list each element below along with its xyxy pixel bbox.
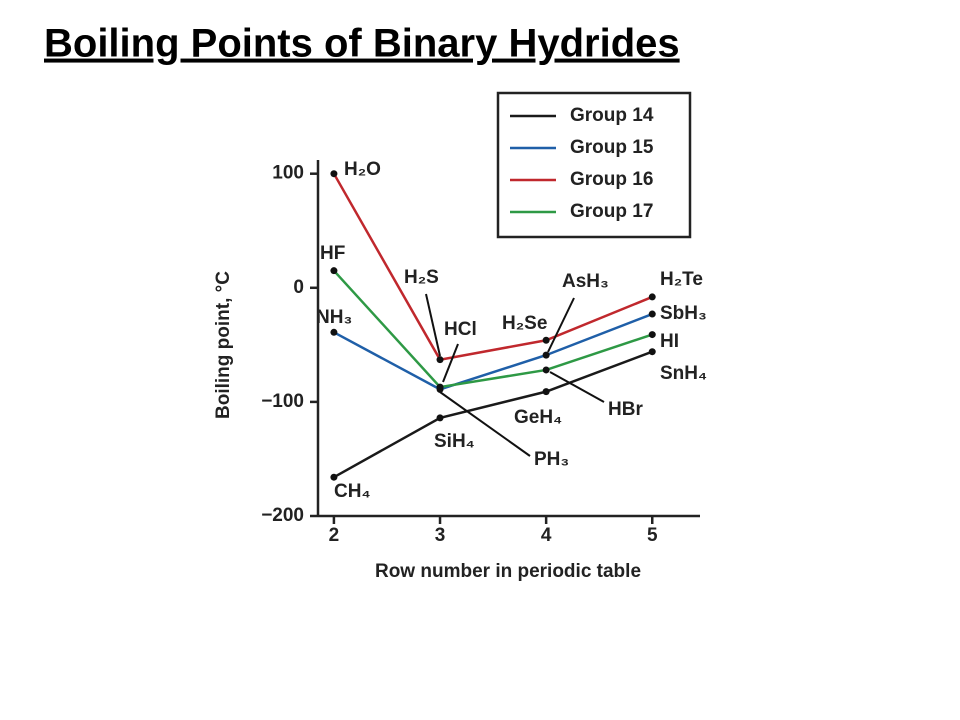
y-tick-label: 0 bbox=[293, 277, 304, 298]
data-point bbox=[648, 310, 656, 318]
series-line bbox=[332, 173, 653, 362]
data-point bbox=[436, 383, 444, 391]
x-tick-label: 2 bbox=[329, 525, 340, 546]
data-point bbox=[330, 328, 338, 336]
data-point bbox=[648, 293, 656, 301]
x-tick-label: 5 bbox=[647, 525, 658, 546]
point-label: HI bbox=[660, 331, 679, 352]
data-point bbox=[330, 473, 338, 481]
point-label: HF bbox=[320, 243, 345, 264]
y-axis-label: Boiling point, °C bbox=[213, 271, 234, 419]
point-label: NH₃ bbox=[316, 307, 352, 328]
point-label: H₂Se bbox=[502, 313, 547, 334]
series-line bbox=[332, 269, 653, 389]
point-label: SbH₃ bbox=[660, 303, 707, 324]
series-line bbox=[333, 350, 653, 479]
data-point bbox=[542, 366, 550, 374]
point-label: HCl bbox=[444, 319, 477, 340]
point-label: SiH₄ bbox=[434, 431, 475, 452]
point-label: H₂Te bbox=[660, 269, 703, 290]
point-label: CH₄ bbox=[334, 481, 371, 502]
data-point bbox=[330, 170, 338, 178]
point-label: H₂O bbox=[344, 159, 381, 180]
chart-title: Boiling Points of Binary Hydrides bbox=[44, 22, 680, 66]
leader-line bbox=[547, 297, 575, 353]
data-point bbox=[436, 356, 444, 364]
y-tick-label: −200 bbox=[261, 505, 304, 526]
legend-label: Group 17 bbox=[570, 201, 653, 222]
point-label: HBr bbox=[608, 399, 643, 420]
y-tick-label: −100 bbox=[261, 391, 304, 412]
data-point bbox=[542, 351, 550, 359]
x-tick-label: 4 bbox=[541, 525, 552, 546]
point-label: SnH₄ bbox=[660, 363, 707, 384]
x-axis-label: Row number in periodic table bbox=[375, 561, 641, 582]
data-point bbox=[542, 336, 550, 344]
point-label: PH₃ bbox=[534, 449, 569, 470]
x-tick-label: 3 bbox=[435, 525, 446, 546]
y-tick-label: 100 bbox=[272, 163, 304, 184]
point-label: H₂S bbox=[404, 267, 439, 288]
leader-line bbox=[425, 293, 441, 357]
series-line bbox=[333, 312, 653, 391]
point-label: GeH₄ bbox=[514, 407, 562, 428]
data-point bbox=[542, 388, 550, 396]
leader-line bbox=[442, 343, 459, 383]
data-point bbox=[648, 348, 656, 356]
data-point bbox=[648, 331, 656, 339]
leader-line bbox=[549, 371, 605, 403]
point-label: AsH₃ bbox=[562, 271, 609, 292]
legend-label: Group 14 bbox=[570, 105, 654, 126]
legend-label: Group 16 bbox=[570, 169, 653, 190]
data-point bbox=[330, 267, 338, 275]
data-point bbox=[436, 414, 444, 422]
legend-label: Group 15 bbox=[570, 137, 654, 158]
leader-line bbox=[439, 391, 531, 457]
